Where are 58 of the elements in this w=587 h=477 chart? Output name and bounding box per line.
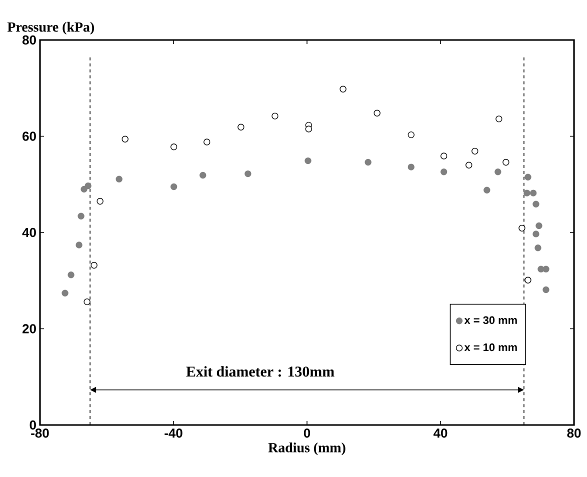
point bbox=[542, 266, 550, 272]
point bbox=[532, 200, 540, 208]
point bbox=[542, 286, 550, 294]
point bbox=[116, 176, 122, 182]
x-axis-title: Radius (mm) bbox=[268, 442, 346, 456]
point bbox=[408, 164, 414, 170]
y-axis-title: Pressure (kPa) bbox=[7, 22, 94, 35]
point bbox=[84, 298, 90, 306]
y-tick-label: 0 bbox=[30, 420, 36, 430]
point bbox=[536, 222, 542, 230]
x-tick-label: 0 bbox=[304, 428, 310, 438]
point bbox=[496, 116, 502, 122]
x-tick-label: -80 bbox=[31, 428, 49, 438]
point bbox=[530, 190, 537, 196]
point bbox=[68, 272, 74, 278]
point bbox=[204, 138, 210, 146]
point bbox=[494, 168, 502, 176]
point bbox=[484, 186, 490, 194]
point bbox=[340, 86, 346, 92]
y-tick-label: 40 bbox=[22, 228, 36, 238]
legend-label: x = 10 mm bbox=[464, 343, 517, 352]
point bbox=[532, 230, 540, 238]
x-tick-label: 40 bbox=[434, 428, 448, 438]
point bbox=[84, 182, 92, 190]
point bbox=[272, 112, 278, 120]
point bbox=[90, 262, 98, 269]
point bbox=[78, 212, 84, 220]
point bbox=[170, 143, 178, 150]
point bbox=[502, 158, 510, 166]
x-tick-label: 80 bbox=[567, 428, 581, 438]
point bbox=[524, 174, 532, 181]
legend-label: x = 30 mm bbox=[464, 316, 517, 324]
point bbox=[200, 172, 206, 179]
point bbox=[62, 290, 68, 296]
y-tick-label: 20 bbox=[22, 324, 36, 334]
point bbox=[524, 190, 530, 196]
x-tick-label: -40 bbox=[164, 428, 182, 438]
point bbox=[440, 152, 448, 160]
point bbox=[440, 168, 448, 176]
point bbox=[305, 126, 312, 132]
point bbox=[466, 162, 472, 168]
point bbox=[408, 131, 414, 138]
point bbox=[96, 198, 104, 205]
annotation: Exit diameter : 130mm bbox=[186, 366, 334, 377]
point bbox=[518, 224, 526, 232]
point bbox=[364, 158, 372, 166]
point bbox=[244, 170, 252, 178]
point bbox=[122, 136, 128, 142]
point bbox=[524, 276, 532, 284]
y-tick-label: 60 bbox=[22, 132, 36, 141]
point bbox=[374, 110, 380, 116]
point bbox=[76, 242, 82, 248]
point bbox=[170, 183, 178, 190]
y-tick-label: 80 bbox=[22, 35, 36, 45]
point bbox=[238, 124, 244, 130]
point bbox=[304, 157, 312, 164]
point bbox=[534, 244, 542, 252]
point bbox=[472, 148, 478, 155]
